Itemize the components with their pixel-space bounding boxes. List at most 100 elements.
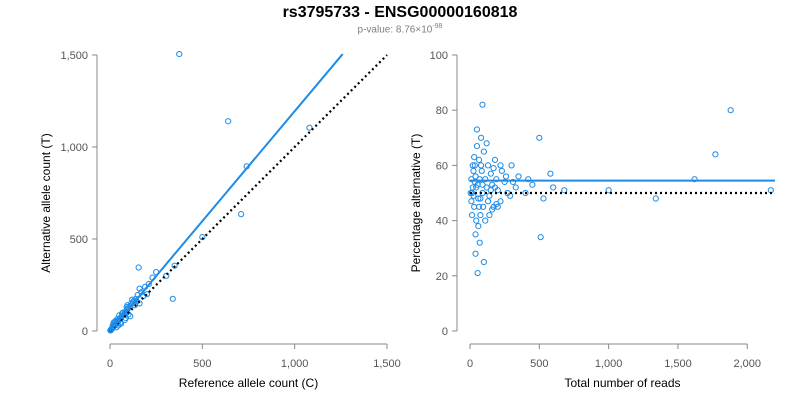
fit-line: [109, 53, 344, 332]
data-point: [691, 176, 698, 183]
data-point: [522, 189, 529, 197]
data-point: [486, 211, 493, 219]
data-point: [471, 154, 478, 161]
data-point: [652, 195, 659, 202]
data-point: [561, 187, 568, 194]
x-tick-label: 2,000: [734, 358, 762, 370]
data-point: [497, 162, 504, 169]
data-point: [489, 206, 496, 213]
reference-line: [109, 54, 388, 332]
data-point: [537, 234, 544, 241]
data-point: [550, 184, 557, 191]
data-point: [136, 285, 143, 292]
data-point: [470, 167, 477, 175]
y-tick-label: 100: [430, 50, 448, 62]
data-point: [512, 184, 519, 191]
data-point: [471, 162, 478, 169]
data-point: [475, 156, 483, 163]
data-point: [472, 231, 479, 238]
data-point: [498, 167, 505, 175]
y-axis-title: Alternative allele count (T): [39, 133, 53, 272]
x-tick-label: 500: [193, 358, 211, 370]
data-point: [497, 198, 504, 205]
data-point: [135, 264, 142, 271]
y-tick-label: 80: [436, 105, 448, 117]
x-tick-label: 0: [467, 358, 473, 370]
data-point: [547, 170, 554, 177]
data-point: [306, 124, 313, 131]
data-point: [712, 151, 719, 158]
data-point: [483, 140, 490, 147]
data-point: [225, 118, 232, 125]
data-point: [474, 269, 481, 277]
data-point: [475, 223, 482, 230]
data-point: [491, 156, 499, 163]
data-point: [479, 101, 486, 108]
data-point: [484, 162, 492, 169]
data-point: [475, 195, 482, 202]
y-tick-label: 60: [436, 160, 448, 172]
y-tick-label: 40: [436, 216, 448, 228]
data-point: [238, 211, 245, 218]
data-point: [171, 262, 178, 269]
x-axis-title: Total number of reads: [564, 376, 680, 390]
data-point: [540, 195, 547, 202]
data-point: [480, 203, 487, 210]
chart-panel-percentage-alternative: 0 20 40 60 80 100 0 500 1,000 1,500 2,000 Total num…: [409, 50, 775, 390]
data-point: [473, 142, 481, 150]
data-point: [475, 203, 483, 210]
data-point: [486, 192, 493, 199]
data-point: [467, 189, 474, 197]
x-tick-label: 500: [530, 358, 548, 370]
y-tick-label: 500: [70, 234, 88, 246]
data-point: [476, 176, 483, 183]
data-point: [136, 300, 143, 307]
data-point: [477, 162, 485, 169]
data-point: [477, 195, 484, 202]
data-point: [472, 250, 479, 257]
p-value-base: 10: [421, 24, 433, 36]
data-point: [468, 211, 476, 219]
data-point: [525, 176, 532, 183]
data-point: [482, 217, 489, 224]
y-tick-label: 1,000: [60, 142, 88, 154]
data-point: [122, 315, 129, 322]
p-value-times: ×: [415, 24, 422, 36]
data-point: [116, 312, 123, 319]
data-point: [143, 291, 151, 298]
data-point: [727, 107, 734, 114]
y-tick-label: 1,500: [60, 50, 88, 62]
chart-panel-allele-counts: 0 500 1,000 1,500 0 500 1,000 1,500 Reference al…: [39, 50, 401, 390]
data-point: [477, 134, 485, 141]
data-point: [508, 162, 515, 169]
chart-subtitle: p-value: 8.76×10-98: [0, 23, 800, 35]
data-point: [501, 178, 508, 186]
data-point: [473, 126, 481, 133]
data-point: [487, 170, 494, 177]
data-point: [473, 184, 480, 191]
data-point: [469, 162, 476, 169]
y-tick-label: 20: [436, 271, 448, 283]
data-point: [476, 239, 483, 246]
y-tick-label: 0: [442, 326, 448, 338]
chart-title: rs3795733 - ENSG00000160818: [282, 4, 518, 21]
data-point: [176, 50, 183, 58]
x-tick-label: 1,000: [595, 358, 623, 370]
p-value-exponent: -98: [432, 23, 443, 30]
data-point: [468, 176, 475, 183]
y-tick-label: 0: [82, 326, 88, 338]
data-point: [479, 181, 486, 188]
data-point: [480, 148, 487, 155]
data-point: [163, 272, 170, 279]
data-point: [502, 173, 510, 180]
data-point: [477, 211, 484, 219]
data-point: [490, 165, 497, 172]
data-point: [605, 187, 612, 194]
data-point: [491, 184, 499, 191]
data-point: [509, 178, 517, 186]
data-point: [473, 217, 480, 224]
data-point: [468, 198, 475, 205]
data-point: [480, 258, 487, 266]
data-point: [107, 327, 114, 334]
